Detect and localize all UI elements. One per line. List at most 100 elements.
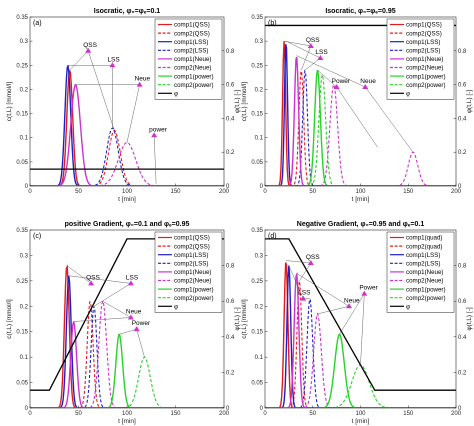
annotation-arrow	[153, 135, 157, 184]
x-tick-label: 100	[355, 411, 366, 417]
y-tick-label: 0.15	[16, 112, 28, 118]
y2-tick-label: 0.2	[226, 370, 235, 376]
legend-entry: comp2(Neue)	[406, 65, 444, 72]
annotation-arrow	[296, 55, 366, 88]
annotation-arrow	[136, 329, 145, 358]
series-line-9	[265, 151, 456, 186]
series-line-5	[30, 83, 224, 186]
y-tick-label: 0.05	[251, 381, 263, 387]
legend: comp1(quad)comp2(quad) comp1(LSS) comp2(LS…	[386, 231, 455, 313]
y2-tick-label: 0.8	[458, 49, 467, 55]
y2-tick-label: 0.8	[458, 264, 467, 270]
y2-axis-label: φ(t,L) [-]	[466, 307, 473, 331]
annotation-arrowhead	[346, 303, 353, 309]
annotation-arrow	[68, 275, 131, 284]
x-tick-label: 50	[75, 411, 82, 417]
x-axis-label: t [min]	[118, 418, 136, 425]
chart-title: Isocratic, φ₀=φₑ=0.1	[94, 8, 160, 15]
legend-entry: comp1(power)	[174, 286, 214, 293]
y2-tick-label: 0.4	[226, 116, 235, 122]
x-tick-label: 100	[355, 189, 366, 195]
y-tick-label: 0.25	[16, 279, 28, 285]
x-tick-label: 100	[122, 189, 133, 195]
panel-label: (c)	[33, 233, 41, 240]
y2-tick-label: 0.6	[458, 83, 467, 89]
annotation-arrowhead	[109, 62, 116, 68]
x-tick-label: 0	[263, 411, 267, 417]
y-tick-label: 0.35	[251, 228, 263, 234]
legend-entry: comp1(quad)	[406, 235, 442, 242]
legend-entry: comp2(power)	[406, 82, 446, 89]
y-tick-label: 0.1	[20, 136, 29, 142]
annotation-arrow	[299, 262, 312, 281]
legend-entry: comp2(LSS)	[174, 48, 208, 55]
annotation-label: QSS	[306, 37, 320, 44]
y-tick-label: 0.2	[20, 304, 29, 310]
y-tick-label: 0.3	[20, 39, 29, 45]
y-tick-label: 0	[260, 406, 264, 412]
series-line-1	[30, 70, 224, 186]
panel-label: (b)	[268, 20, 277, 27]
annotation-label: Neue	[126, 308, 142, 315]
y2-axis-label: φ(t,L) [-]	[234, 90, 241, 114]
annotation-arrow	[336, 86, 378, 148]
annotation-arrowhead	[307, 42, 314, 48]
legend-entry: comp2(Neue)	[406, 278, 444, 285]
x-axis-label: t [min]	[352, 418, 370, 425]
legend: comp1(QSS)comp2(QSS) comp1(LSS) comp2(LSS)…	[154, 231, 223, 313]
x-tick-label: 0	[263, 189, 267, 195]
y-tick-label: 0.2	[20, 87, 29, 93]
annotation-arrowhead	[300, 295, 307, 301]
y-axis-label: c(t,L) [mmol/l]	[241, 82, 248, 122]
y2-tick-label: 0.8	[226, 264, 235, 270]
annotation-arrow	[87, 50, 115, 131]
y-tick-label: 0.3	[20, 253, 29, 259]
legend-entry: φ	[406, 91, 410, 98]
y2-tick-label: 0.6	[226, 299, 235, 305]
legend-entry: comp2(LSS)	[406, 261, 440, 268]
x-tick-label: 50	[75, 189, 82, 195]
y-tick-label: 0.15	[251, 330, 263, 336]
legend-entry: comp2(power)	[174, 82, 214, 89]
annotation-arrow	[288, 265, 304, 299]
annotation-arrow	[73, 317, 131, 322]
legend-entry: comp2(LSS)	[174, 261, 208, 268]
legend-entry: comp2(quad)	[406, 243, 442, 250]
legend-entry: comp1(LSS)	[174, 252, 208, 259]
legend-entry: comp2(LSS)	[406, 48, 440, 55]
y2-tick-label: 0.4	[458, 335, 467, 341]
x-tick-label: 50	[309, 411, 316, 417]
legend-entry: comp1(LSS)	[174, 39, 208, 46]
x-tick-label: 150	[170, 189, 181, 195]
y2-tick-label: 0.8	[226, 49, 235, 55]
legend-entry: comp1(Neue)	[174, 269, 212, 276]
y2-tick-label: 0.6	[458, 299, 467, 305]
legend-entry: comp1(LSS)	[406, 39, 440, 46]
y-tick-label: 0.3	[255, 253, 264, 259]
y-axis-label: c(t,L) [mmol/l]	[6, 299, 13, 339]
y-tick-label: 0.1	[20, 355, 29, 361]
legend-entry: comp1(Neue)	[406, 269, 444, 276]
annotation-arrowhead	[333, 84, 340, 90]
annotation-arrowhead	[88, 280, 95, 286]
y2-tick-label: 0	[458, 184, 462, 190]
legend-entry: comp2(QSS)	[174, 30, 210, 37]
annotation-label: Power	[132, 320, 151, 327]
legend-entry: comp1(Neue)	[174, 56, 212, 63]
annotation-arrowhead	[151, 132, 158, 138]
annotation-arrow	[93, 283, 131, 307]
annotation-arrow	[339, 293, 365, 335]
y-tick-label: 0.1	[255, 136, 264, 142]
y2-tick-label: 0.2	[226, 150, 235, 156]
y-tick-label: 0.35	[251, 15, 263, 21]
y2-axis-label: φ(t,L) [-]	[234, 307, 241, 331]
phi-line	[265, 238, 456, 391]
annotation-arrow	[119, 328, 137, 335]
annotation-label: QSS	[86, 274, 100, 281]
series-line-5	[265, 271, 456, 408]
annotation-label: power	[149, 126, 168, 133]
